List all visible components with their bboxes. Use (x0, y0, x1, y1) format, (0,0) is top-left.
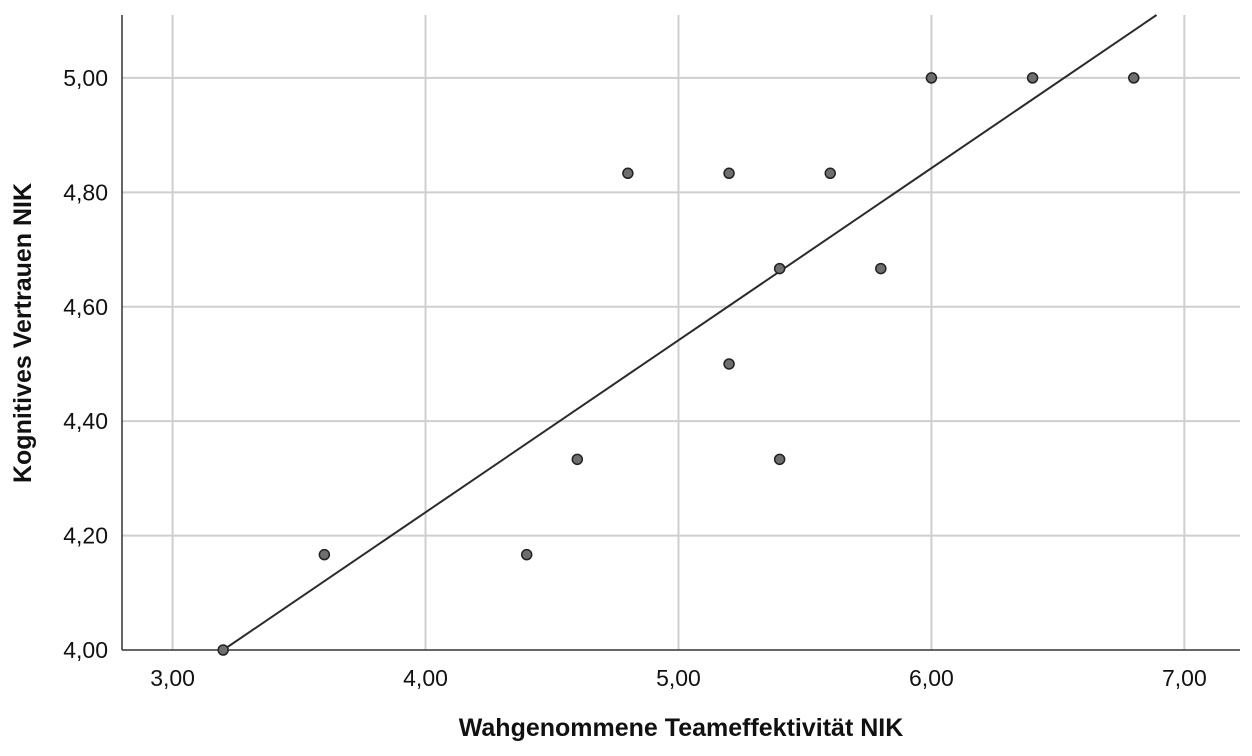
y-tick-labels: 4,00 4,20 4,40 4,60 4,80 5,00 (63, 65, 108, 663)
x-tick-label: 4,00 (403, 665, 448, 691)
y-tick-label: 4,60 (63, 294, 108, 320)
x-gridlines (171, 15, 1186, 650)
axes (121, 15, 1240, 651)
y-tick-label: 4,20 (63, 523, 108, 549)
data-point (875, 262, 887, 275)
x-tick-label: 5,00 (656, 665, 701, 691)
y-tick-label: 4,80 (63, 179, 108, 205)
data-point (723, 167, 735, 180)
data-point (925, 72, 938, 84)
data-point (217, 644, 229, 656)
x-tick-label: 7,00 (1162, 665, 1207, 691)
x-tick-label: 3,00 (150, 665, 195, 691)
x-axis-title: Wahgenommene Teameffektivität NIK (459, 714, 904, 742)
data-point (723, 358, 735, 370)
y-axis-title: Kognitives Vertrauen NIK (9, 183, 37, 483)
data-point (773, 453, 786, 466)
data-point (520, 548, 533, 561)
y-tick-label: 4,00 (63, 637, 108, 663)
data-point (824, 167, 836, 180)
data-point (1026, 72, 1039, 84)
data-point (571, 453, 584, 466)
regression-line (222, 14, 1158, 651)
data-point (773, 262, 786, 275)
data-point (1128, 72, 1140, 84)
x-tick-label: 6,00 (909, 665, 954, 691)
y-gridlines (122, 76, 1240, 537)
regression-line-group (222, 14, 1158, 651)
data-point (622, 167, 634, 180)
data-points (217, 72, 1140, 656)
data-point (318, 548, 331, 561)
y-tick-label: 4,40 (63, 408, 108, 434)
x-tick-labels: 3,00 4,00 5,00 6,00 7,00 (150, 665, 1207, 691)
y-tick-label: 5,00 (63, 65, 108, 91)
